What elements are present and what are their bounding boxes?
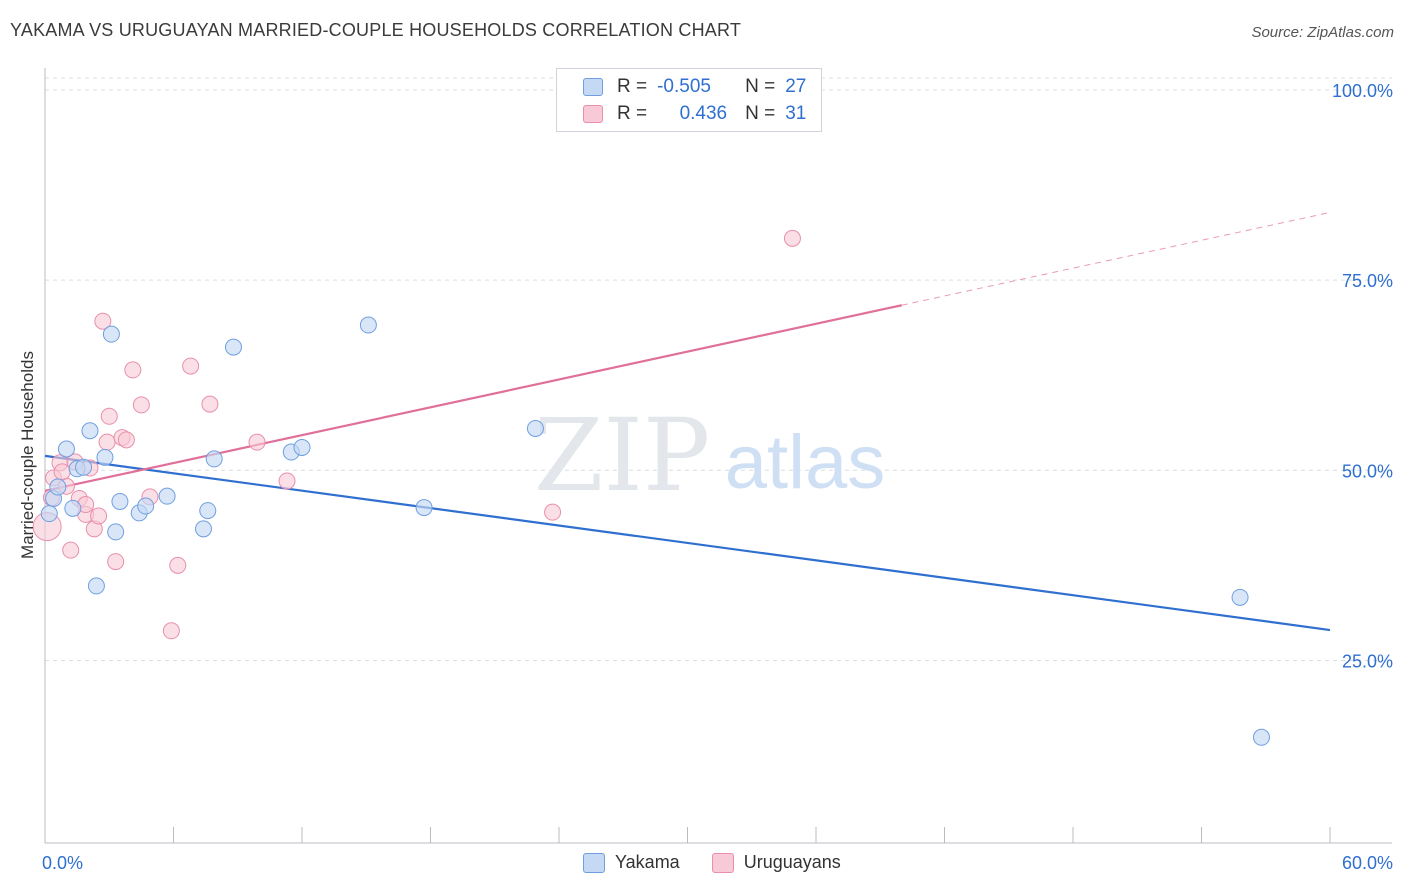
- uruguayans-swatch: [583, 105, 603, 123]
- yakama-point: [64, 499, 82, 517]
- yakama-point: [81, 422, 99, 440]
- legend-r-label: R =: [617, 103, 648, 124]
- yakama-point: [102, 325, 120, 343]
- y-tick-label: 100.0%: [1332, 81, 1393, 101]
- legend-item-uruguayans: Uruguayans: [711, 852, 841, 873]
- legend-n-value: 31: [785, 103, 807, 124]
- y-axis-label: Married-couple Households: [18, 351, 37, 559]
- yakama-point: [194, 520, 212, 538]
- uruguayans-point: [94, 312, 112, 330]
- uruguayans-point: [169, 556, 187, 574]
- x-tick-label: 0.0%: [42, 853, 83, 873]
- uruguayans-point: [162, 622, 180, 640]
- y-tick-label: 50.0%: [1342, 461, 1393, 481]
- legend-label-uruguayans: Uruguayans: [743, 852, 841, 872]
- uruguayans-swatch: [711, 852, 734, 873]
- yakama-point: [199, 502, 217, 520]
- axes: [44, 68, 1392, 844]
- uruguayans-point: [53, 463, 71, 481]
- data-points: [32, 229, 1270, 746]
- uruguayans-point: [100, 407, 118, 425]
- uruguayans-point: [107, 553, 125, 571]
- yakama-point: [359, 316, 377, 334]
- chart-title: YAKAMA VS URUGUAYAN MARRIED-COUPLE HOUSE…: [10, 20, 742, 40]
- yakama-point: [526, 419, 544, 437]
- yakama-swatch: [583, 852, 605, 873]
- uruguayans-point: [98, 433, 116, 451]
- yakama-point: [158, 487, 176, 505]
- uruguayans-point: [201, 395, 219, 413]
- uruguayans-point: [62, 541, 80, 559]
- yakama-point: [415, 499, 433, 517]
- uruguayans-point: [90, 507, 108, 525]
- yakama-point: [293, 438, 311, 456]
- uruguayans-point: [544, 503, 562, 521]
- yakama-point: [75, 458, 93, 476]
- legend-n-value: 27: [785, 76, 807, 97]
- x-tick-label: 60.0%: [1342, 853, 1393, 873]
- series-legend: Yakama Uruguayans: [583, 852, 873, 873]
- legend-n-label: N =: [745, 76, 776, 97]
- yakama-point: [87, 577, 105, 595]
- uruguayans-point: [248, 433, 266, 451]
- legend-label-yakama: Yakama: [615, 852, 680, 872]
- yakama-point: [107, 523, 125, 541]
- yakama-trend-line: [44, 454, 1331, 632]
- watermark-atlas: atlas: [725, 420, 886, 505]
- yakama-swatch: [583, 78, 603, 96]
- uruguayans-point: [124, 361, 142, 379]
- uruguayans-point: [117, 431, 135, 449]
- trend-lines: [44, 211, 1331, 632]
- legend-r-value: -0.505: [657, 76, 711, 97]
- yakama-point: [96, 448, 114, 466]
- yakama-point: [205, 450, 223, 468]
- uruguayans-point: [278, 472, 296, 490]
- y-tick-label: 75.0%: [1342, 271, 1393, 291]
- correlation-legend: R = -0.505 N = 27 R = 0.436 N = 31: [556, 68, 822, 132]
- yakama-point: [1231, 588, 1249, 606]
- uruguayans-trend-line: [44, 304, 902, 492]
- legend-r-value: 0.436: [679, 103, 728, 124]
- uruguayans-trend-extension: [901, 211, 1331, 306]
- source-label: Source: ZipAtlas.com: [1251, 24, 1394, 41]
- yakama-point: [1252, 728, 1270, 746]
- uruguayans-point: [783, 229, 801, 247]
- yakama-point: [224, 338, 242, 356]
- yakama-point: [40, 505, 58, 523]
- legend-item-yakama: Yakama: [583, 852, 680, 873]
- uruguayans-point: [182, 357, 200, 375]
- watermark-zip: ZIP: [534, 397, 710, 514]
- yakama-point: [57, 440, 75, 458]
- tick-labels: 25.0% 50.0% 75.0% 100.0% 0.0% 60.0%: [42, 81, 1393, 873]
- legend-row-yakama: R = -0.505 N = 27: [583, 74, 806, 100]
- legend-r-label: R =: [617, 76, 648, 97]
- yakama-point: [137, 497, 155, 515]
- uruguayans-point: [132, 396, 150, 414]
- legend-n-label: N =: [745, 103, 776, 124]
- yakama-point: [49, 478, 67, 496]
- gridlines: [45, 77, 1392, 661]
- legend-row-uruguayans: R = 0.436 N = 31: [583, 101, 806, 127]
- y-tick-label: 25.0%: [1342, 651, 1393, 671]
- watermark: ZIP atlas: [534, 397, 885, 514]
- yakama-point: [111, 492, 129, 510]
